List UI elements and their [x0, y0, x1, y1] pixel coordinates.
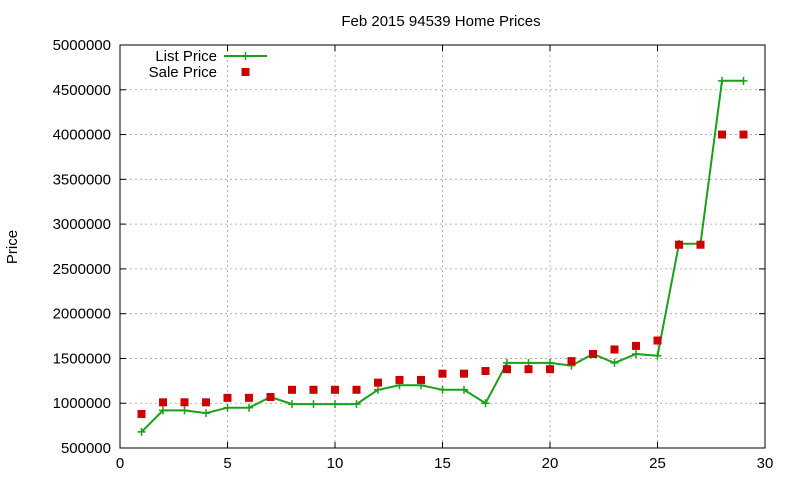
- sale-price-point: [610, 345, 619, 354]
- x-tick-label: 15: [434, 455, 451, 472]
- list-price-point: [180, 406, 189, 415]
- sale-price-point: [718, 130, 726, 139]
- y-tick-label: 2000000: [53, 306, 111, 323]
- x-tick-label: 5: [223, 455, 231, 472]
- list-price-point: [202, 409, 210, 418]
- list-price-point: [610, 358, 619, 367]
- sale-price-point: [352, 385, 361, 394]
- x-tick-label: 20: [542, 455, 559, 472]
- list-price-point: [739, 76, 748, 85]
- plot-area: [137, 76, 748, 436]
- x-tick-label: 30: [757, 455, 774, 472]
- chart-title: Feb 2015 94539 Home Prices: [341, 13, 540, 30]
- sale-price-point: [266, 392, 275, 401]
- sale-price-point: [159, 398, 167, 407]
- list-price-point: [632, 349, 640, 358]
- sale-price-point: [524, 365, 533, 374]
- y-tick-label: 2500000: [53, 261, 111, 278]
- legend-label-sale-price: Sale Price: [149, 64, 217, 81]
- sale-price-point: [137, 409, 146, 418]
- sale-price-point: [180, 398, 189, 407]
- y-tick-label: 5000000: [53, 37, 111, 54]
- list-price-point: [288, 400, 296, 409]
- list-price-point: [245, 403, 253, 412]
- sale-price-point: [460, 369, 468, 378]
- x-tick-label: 25: [649, 455, 666, 472]
- list-price-point: [331, 400, 339, 409]
- list-price-point: [223, 403, 232, 412]
- list-price-point: [137, 427, 146, 436]
- y-tick-label: 3000000: [53, 216, 111, 233]
- sale-price-point: [288, 385, 296, 394]
- sale-price-point: [653, 336, 662, 345]
- sale-price-point: [245, 393, 253, 402]
- y-axis-label: Price: [4, 230, 21, 264]
- legend-marker-list-price: [241, 52, 250, 60]
- x-tick-label: 0: [116, 455, 124, 472]
- sale-price-point: [546, 365, 554, 374]
- axis-ticks: 0 5 10 15 20 25 30 500000 1000000 1500000 2000000 2…: [53, 37, 774, 472]
- sale-price-point: [374, 378, 382, 387]
- sale-price-point: [589, 349, 597, 358]
- list-price-point: [352, 400, 361, 409]
- y-tick-label: 4500000: [53, 82, 111, 99]
- grid: [120, 45, 765, 448]
- list-price-point: [481, 399, 490, 408]
- y-tick-label: 3500000: [53, 171, 111, 188]
- x-tick-label: 10: [327, 455, 344, 472]
- list-price-point: [159, 406, 167, 415]
- y-tick-label: 500000: [61, 440, 111, 457]
- y-tick-label: 1000000: [53, 395, 111, 412]
- sale-price-point: [481, 366, 490, 375]
- y-tick-label: 4000000: [53, 127, 111, 144]
- legend-marker-sale-price: [241, 68, 250, 76]
- sale-price-point: [739, 130, 748, 139]
- legend-label-list-price: List Price: [155, 48, 217, 65]
- sale-price-point: [675, 240, 683, 249]
- list-price-point: [438, 385, 447, 394]
- sale-price-point: [696, 240, 705, 249]
- sale-price-point: [202, 398, 210, 407]
- sale-price-point: [632, 341, 640, 350]
- sale-price-point: [331, 385, 339, 394]
- list-price-point: [653, 351, 662, 360]
- list-price-point: [309, 400, 318, 409]
- list-price-point: [374, 385, 382, 394]
- sale-price-point: [395, 375, 404, 384]
- sale-price-point: [309, 385, 318, 394]
- list-price-point: [460, 385, 468, 394]
- sale-price-point: [223, 393, 232, 402]
- sale-price-point: [567, 357, 576, 366]
- list-price-point: [718, 76, 726, 85]
- sale-price-point: [503, 365, 511, 374]
- sale-price-point: [438, 369, 447, 378]
- sale-price-point: [417, 375, 425, 384]
- y-tick-label: 1500000: [53, 350, 111, 367]
